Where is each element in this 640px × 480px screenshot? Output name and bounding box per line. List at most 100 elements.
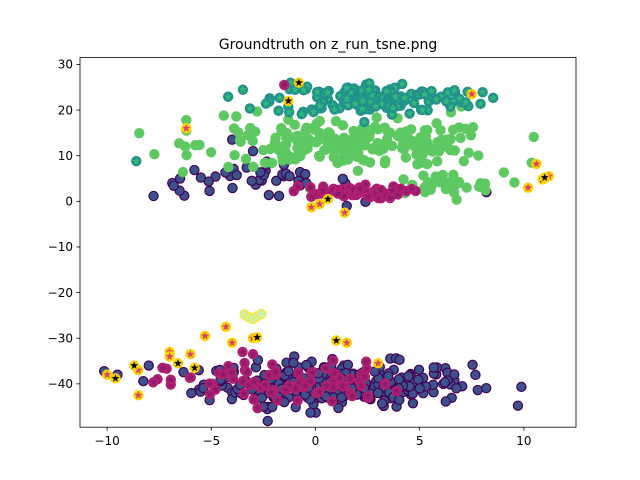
data-point bbox=[398, 79, 407, 88]
data-point bbox=[309, 107, 318, 116]
data-point bbox=[374, 193, 383, 202]
data-point bbox=[301, 359, 312, 371]
data-point bbox=[328, 397, 337, 405]
data-point bbox=[273, 190, 285, 202]
data-point bbox=[412, 144, 424, 155]
data-point bbox=[437, 92, 446, 101]
data-point bbox=[300, 168, 311, 180]
data-point bbox=[393, 129, 404, 141]
data-point bbox=[407, 89, 416, 98]
series-5 bbox=[110, 77, 550, 384]
data-point bbox=[249, 395, 258, 403]
data-point bbox=[186, 349, 195, 358]
chart-title: Groundtruth on z_run_tsne.png bbox=[219, 37, 438, 53]
data-point bbox=[223, 161, 234, 173]
y-tick-label: 10 bbox=[58, 149, 73, 163]
data-point bbox=[259, 157, 271, 168]
data-point bbox=[293, 396, 302, 405]
data-point bbox=[271, 367, 280, 376]
data-point bbox=[253, 333, 262, 341]
data-point bbox=[238, 85, 247, 94]
data-point bbox=[394, 394, 405, 406]
data-point bbox=[449, 145, 460, 156]
data-point bbox=[384, 127, 396, 138]
data-point bbox=[280, 80, 289, 89]
x-tick-label: −10 bbox=[94, 434, 119, 448]
data-point bbox=[332, 336, 341, 344]
data-point bbox=[153, 374, 162, 383]
data-point bbox=[431, 156, 443, 167]
data-point bbox=[275, 93, 284, 102]
data-point bbox=[424, 97, 433, 105]
data-point bbox=[512, 400, 524, 411]
data-point bbox=[228, 374, 237, 383]
data-point bbox=[414, 383, 425, 394]
data-point bbox=[178, 366, 189, 378]
data-point bbox=[306, 183, 315, 191]
data-point bbox=[299, 85, 308, 94]
data-point bbox=[323, 188, 332, 196]
data-point bbox=[467, 89, 476, 98]
data-point bbox=[446, 102, 455, 110]
data-point bbox=[418, 170, 429, 181]
data-point bbox=[448, 187, 460, 198]
data-point bbox=[204, 185, 215, 197]
data-point bbox=[362, 364, 371, 373]
data-point bbox=[337, 120, 349, 131]
data-point bbox=[190, 363, 199, 372]
data-point bbox=[264, 143, 276, 155]
data-point bbox=[165, 352, 174, 360]
data-point bbox=[186, 387, 197, 399]
data-point bbox=[166, 375, 175, 384]
data-point bbox=[388, 103, 397, 112]
data-point bbox=[321, 364, 330, 372]
data-point bbox=[498, 167, 510, 178]
data-point bbox=[284, 132, 295, 143]
data-point bbox=[130, 361, 139, 369]
data-point bbox=[357, 86, 366, 94]
data-point bbox=[440, 396, 451, 407]
data-point bbox=[261, 99, 270, 108]
data-point bbox=[256, 308, 267, 320]
data-point bbox=[433, 146, 445, 157]
data-point bbox=[340, 208, 349, 217]
data-point bbox=[201, 331, 210, 340]
data-point bbox=[509, 177, 520, 188]
x-tick-label: 0 bbox=[312, 434, 320, 448]
y-tick-label: 30 bbox=[58, 58, 73, 72]
data-point bbox=[189, 164, 200, 176]
data-point bbox=[134, 391, 143, 399]
data-point bbox=[342, 94, 351, 103]
data-point bbox=[524, 183, 533, 192]
data-point bbox=[460, 123, 471, 134]
data-point bbox=[465, 130, 477, 141]
data-point bbox=[388, 186, 397, 195]
data-point bbox=[285, 381, 294, 389]
data-point bbox=[242, 367, 251, 376]
data-point bbox=[394, 354, 405, 366]
data-point bbox=[211, 385, 220, 394]
data-point bbox=[413, 374, 424, 385]
data-point bbox=[329, 356, 338, 364]
data-point bbox=[418, 105, 427, 114]
data-point bbox=[255, 167, 266, 178]
x-axis: −10 −5 0 5 10 bbox=[94, 427, 532, 448]
data-point bbox=[205, 379, 214, 387]
data-point bbox=[367, 90, 376, 99]
y-tick-label: −40 bbox=[48, 377, 73, 391]
data-point bbox=[443, 88, 452, 96]
data-point bbox=[297, 110, 306, 118]
data-point bbox=[336, 91, 345, 100]
data-point bbox=[366, 97, 375, 106]
data-point bbox=[250, 377, 259, 386]
data-point bbox=[455, 94, 464, 103]
data-point bbox=[314, 115, 325, 127]
data-point bbox=[387, 140, 398, 152]
data-point bbox=[342, 359, 354, 371]
data-point bbox=[381, 380, 390, 388]
data-point bbox=[431, 118, 442, 129]
series-1 bbox=[134, 101, 539, 205]
data-point bbox=[181, 149, 192, 161]
data-point bbox=[290, 85, 299, 94]
data-point bbox=[415, 132, 426, 143]
